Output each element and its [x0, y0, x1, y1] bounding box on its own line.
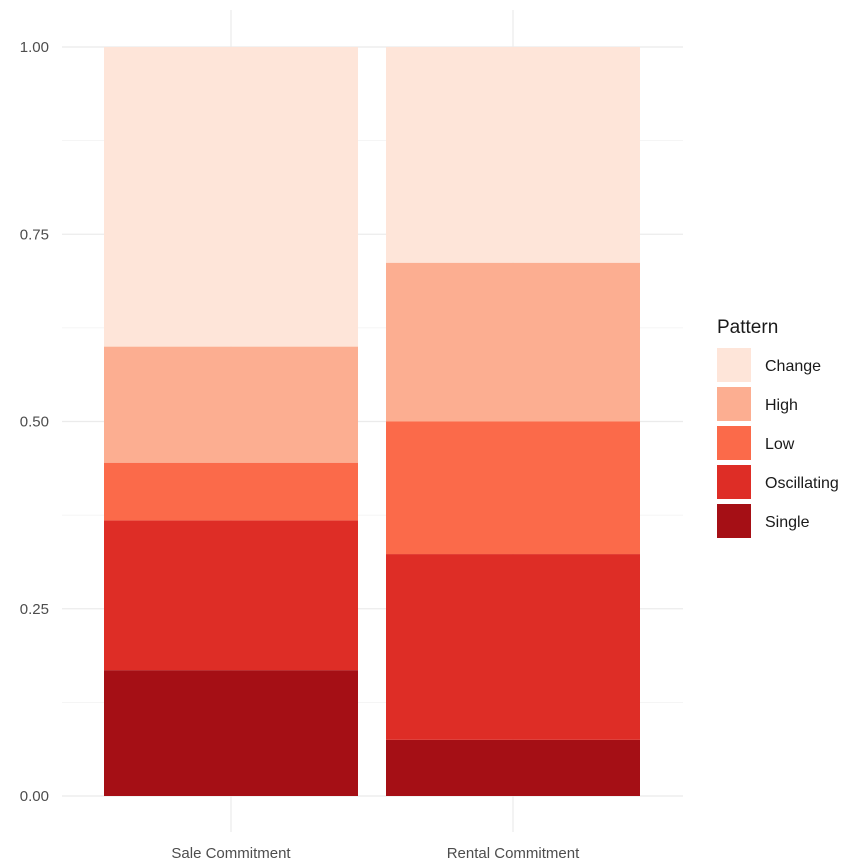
legend-key-single — [717, 504, 751, 538]
bar-segment-low — [386, 421, 640, 555]
bar-segment-low — [104, 462, 358, 521]
bar-segment-oscillating — [104, 520, 358, 671]
bars — [104, 47, 640, 796]
bar-segment-change — [104, 47, 358, 347]
legend-key-high — [717, 387, 751, 421]
legend-label: Single — [765, 514, 810, 531]
legend-label: Oscillating — [765, 475, 839, 492]
legend: Pattern Change High Low Oscillating Single — [717, 317, 839, 538]
y-tick-label: 0.75 — [20, 226, 49, 243]
legend-key-oscillating — [717, 465, 751, 499]
y-tick-label: 0.00 — [20, 788, 49, 805]
y-tick-label: 1.00 — [20, 39, 49, 56]
legend-key-low — [717, 426, 751, 460]
bar-segment-single — [104, 670, 358, 796]
legend-title: Pattern — [717, 317, 778, 338]
bar-segment-change — [386, 47, 640, 263]
bar-segment-single — [386, 739, 640, 796]
x-axis: Sale Commitment Rental Commitment — [171, 845, 580, 862]
legend-label: Low — [765, 436, 795, 453]
x-tick-label: Sale Commitment — [171, 845, 291, 862]
legend-label: Change — [765, 358, 821, 375]
y-tick-label: 0.25 — [20, 601, 49, 618]
x-tick-label: Rental Commitment — [447, 845, 580, 862]
legend-label: High — [765, 397, 798, 414]
bar-segment-oscillating — [386, 554, 640, 740]
bar-segment-high — [386, 262, 640, 422]
bar-segment-high — [104, 346, 358, 463]
y-tick-label: 0.50 — [20, 414, 49, 431]
y-axis: 0.00 0.25 0.50 0.75 1.00 — [20, 39, 49, 805]
legend-key-change — [717, 348, 751, 382]
